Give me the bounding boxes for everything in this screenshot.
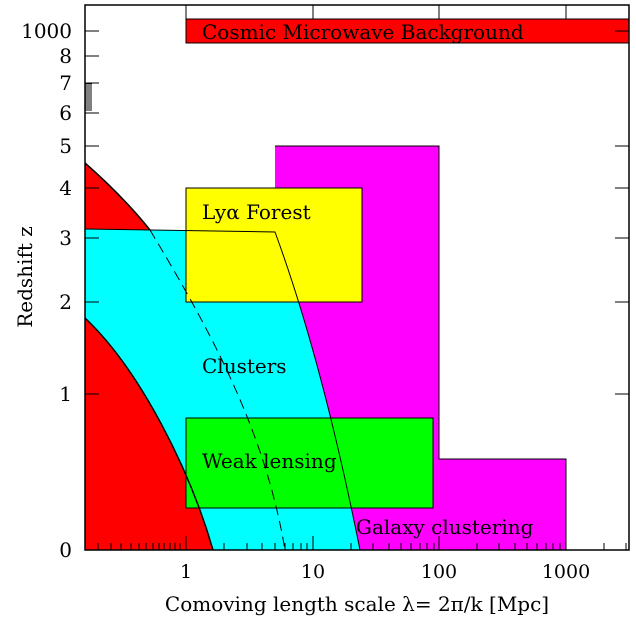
galaxy-clustering-label: Galaxy clustering xyxy=(356,515,534,539)
weak-lensing-label: Weak lensing xyxy=(202,449,337,473)
weak-lensing-region xyxy=(185,417,434,509)
cmb-region xyxy=(185,18,630,44)
y-tick-label: 4 xyxy=(59,176,72,200)
galaxy-clustering-outline xyxy=(275,145,567,550)
y-tick-label: 2 xyxy=(59,290,72,314)
y-tick-label: 8 xyxy=(59,44,72,68)
y-tick-label: 1000 xyxy=(21,19,72,43)
lya-forest-region xyxy=(185,187,363,303)
y-tick-label: 5 xyxy=(59,134,72,158)
clusters-boundary-solid xyxy=(84,228,361,551)
x-tick-label: 100 xyxy=(421,561,457,583)
clusters-label: Clusters xyxy=(202,354,287,378)
y-axis-label: Redshift z xyxy=(13,226,37,328)
x-tick-label: 1 xyxy=(180,561,192,583)
x-axis-ticks xyxy=(97,5,627,550)
x-tick-label: 10 xyxy=(301,561,325,583)
x-axis-label: Comoving length scale λ= 2π/k [Mpc] xyxy=(165,592,549,616)
lya-forest-label: Lyα Forest xyxy=(202,200,311,224)
y-tick-label: 7 xyxy=(59,71,72,95)
y-axis-ticks xyxy=(85,30,629,551)
y-tick-label: 6 xyxy=(59,101,72,125)
cmb-label: Cosmic Microwave Background xyxy=(202,20,524,44)
x-tick-label: 1000 xyxy=(542,561,590,583)
nonlinear-region-lower xyxy=(85,318,213,550)
nonlinear-region-upper xyxy=(85,163,150,230)
x-tick-labels: 1 10 100 1000 xyxy=(180,561,590,583)
nonlinear-boundary-curve-lower xyxy=(84,317,214,551)
y-tick-label: 1 xyxy=(59,382,72,406)
nonlinear-boundary-curve-upper xyxy=(84,162,151,231)
y-tick-label: 0 xyxy=(59,538,72,562)
y-tick-label: 3 xyxy=(59,226,72,250)
plot-frame xyxy=(84,4,630,551)
y-tick-labels: 1000 8 7 6 5 4 3 2 1 0 xyxy=(21,19,72,562)
